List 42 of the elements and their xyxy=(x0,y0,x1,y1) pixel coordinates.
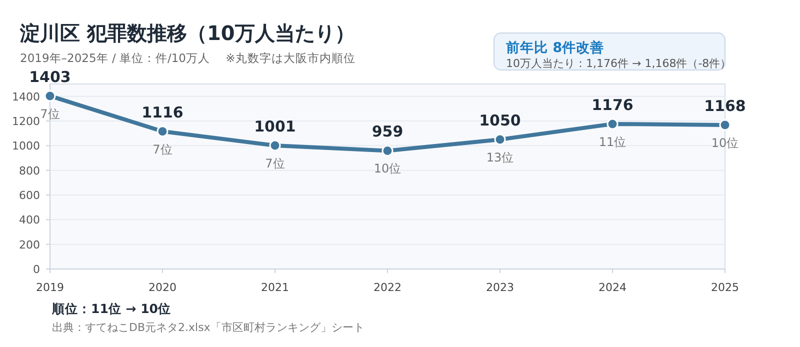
x-tick-label: 2019 xyxy=(36,281,64,294)
annotation: 7位 xyxy=(265,156,285,171)
text: 10万人当たり：1,176件 → 1,168件（-8件） xyxy=(506,57,732,70)
data-label: 1001 xyxy=(254,118,296,136)
data-label: 1168 xyxy=(704,96,746,115)
annotation: 13位 xyxy=(486,150,514,164)
y-tick-label: 0 xyxy=(33,263,40,276)
annotation: 10位 xyxy=(374,162,402,176)
annotation: 7位 xyxy=(152,142,172,156)
y-tick-label: 800 xyxy=(19,164,40,178)
point xyxy=(269,140,281,152)
x-tick-label: 2024 xyxy=(598,281,626,294)
y-tick-label: 200 xyxy=(19,238,40,252)
point xyxy=(719,119,731,131)
annotation: 10位 xyxy=(711,136,739,150)
y-tick-label: 1200 xyxy=(12,115,40,128)
annotation: 11位 xyxy=(598,134,626,149)
chart-title: 淀川区 犯罪数推移（10万人当たり） xyxy=(19,21,355,45)
point xyxy=(44,90,56,102)
y-tick-label: 1000 xyxy=(12,140,40,153)
x-tick-label: 2020 xyxy=(148,281,176,294)
x-tick-label: 2021 xyxy=(261,281,289,294)
data-label: 1176 xyxy=(592,96,634,114)
chart-subtitle: 2019年–2025年 / 単位：件/10万人 ※丸数字は大阪市内順位 xyxy=(20,51,356,65)
data-label: 1403 xyxy=(29,68,71,86)
point xyxy=(382,144,394,156)
point xyxy=(156,126,168,138)
data-label: 959 xyxy=(372,122,404,141)
source-note: 出典：すてねこDB元ネタ2.xlsx「市区町村ランキング」シート xyxy=(52,321,364,334)
y-tick-label: 400 xyxy=(19,214,40,227)
x-tick-label: 2023 xyxy=(486,281,514,294)
y-tick-label: 600 xyxy=(19,189,40,202)
text: 順位：11位 → 10位 xyxy=(51,301,171,316)
x-tick-label: 2022 xyxy=(374,281,402,294)
y-tick-label: 1400 xyxy=(12,90,40,104)
data-label: 1050 xyxy=(479,112,521,130)
x-tick-label: 2025 xyxy=(711,281,739,294)
annotation: 7位 xyxy=(40,106,60,121)
data-label: 1116 xyxy=(142,103,184,122)
point xyxy=(606,118,618,130)
point xyxy=(494,134,506,146)
text: 前年比 8件改善 xyxy=(505,39,604,56)
